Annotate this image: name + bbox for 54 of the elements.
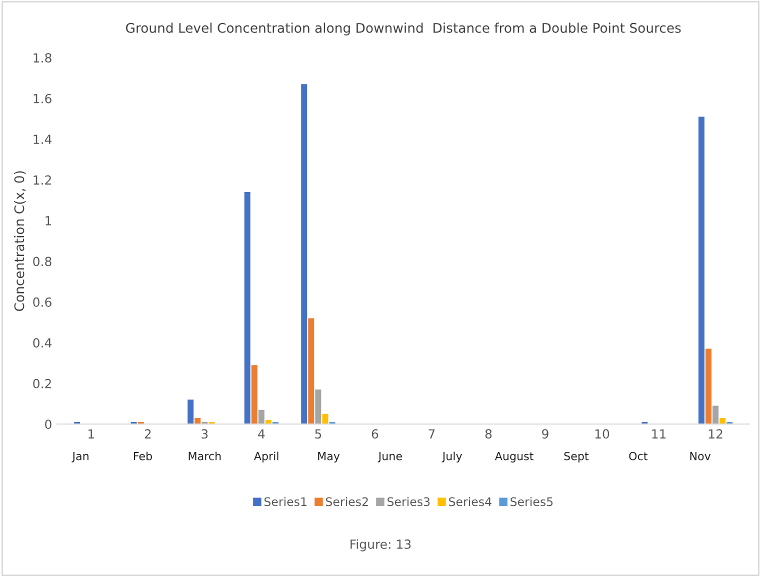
x-tick-label: 12: [708, 429, 722, 438]
bar: [194, 418, 201, 424]
x-tick-label: 8: [485, 429, 492, 439]
x-tick-label: 4: [258, 429, 265, 438]
legend-label: Series4: [449, 497, 492, 506]
bar: [322, 414, 328, 424]
bar: [698, 116, 704, 424]
text: Figure: 13: [350, 539, 411, 552]
bar: [258, 410, 264, 424]
x-tick-label: 6: [372, 429, 378, 439]
legend-label: Series3: [388, 497, 430, 506]
legend-label: Series1: [264, 497, 306, 506]
text: Jan: [72, 452, 88, 462]
chart-title: Ground Level Concentration along Downwind Distance from a Double Point Sources: [126, 22, 681, 36]
y-axis-title: Concentration C(x, 0): [14, 171, 26, 311]
bar: [720, 418, 726, 424]
text: March: [188, 452, 221, 460]
y-tick-label: 0: [45, 420, 52, 430]
bar: [712, 406, 719, 424]
text: Oct: [629, 452, 648, 460]
legend-label: Series2: [326, 497, 368, 506]
x-tick-label: 2: [144, 429, 151, 438]
x-tick-label: 10: [595, 429, 610, 439]
bar: [301, 84, 308, 424]
y-tick-label: 0.8: [33, 256, 52, 266]
y-tick-label: 1.6: [34, 94, 52, 104]
y-tick-label: 1: [46, 216, 52, 226]
x-tick-label: 3: [202, 429, 208, 439]
y-tick-label: 1.8: [34, 53, 52, 63]
y-tick-label: 1.2: [34, 175, 51, 185]
y-tick-label: 0.4: [33, 338, 52, 348]
bar: [251, 365, 258, 424]
text: Sept: [564, 452, 589, 462]
x-tick-label: 1: [88, 429, 94, 438]
bar: [705, 348, 712, 424]
text: Feb: [134, 452, 152, 460]
x-tick-label: 9: [542, 429, 548, 439]
x-tick-label: 11: [652, 429, 666, 438]
y-tick-label: 0.2: [33, 378, 51, 388]
bar: [244, 192, 250, 424]
text: July: [442, 452, 462, 462]
text: April: [254, 452, 278, 462]
y-tick-label: 1.4: [34, 134, 52, 144]
bar: [308, 318, 314, 424]
legend-label: Series5: [510, 497, 553, 506]
bar: [315, 389, 322, 424]
text: June: [378, 452, 402, 462]
x-tick-label: 7: [428, 429, 435, 438]
x-tick-label: 5: [315, 429, 322, 439]
text: Nov: [690, 452, 711, 460]
text: August: [494, 452, 534, 462]
bar: [188, 400, 194, 424]
text: May: [318, 452, 340, 462]
y-tick-label: 0.6: [33, 297, 52, 307]
